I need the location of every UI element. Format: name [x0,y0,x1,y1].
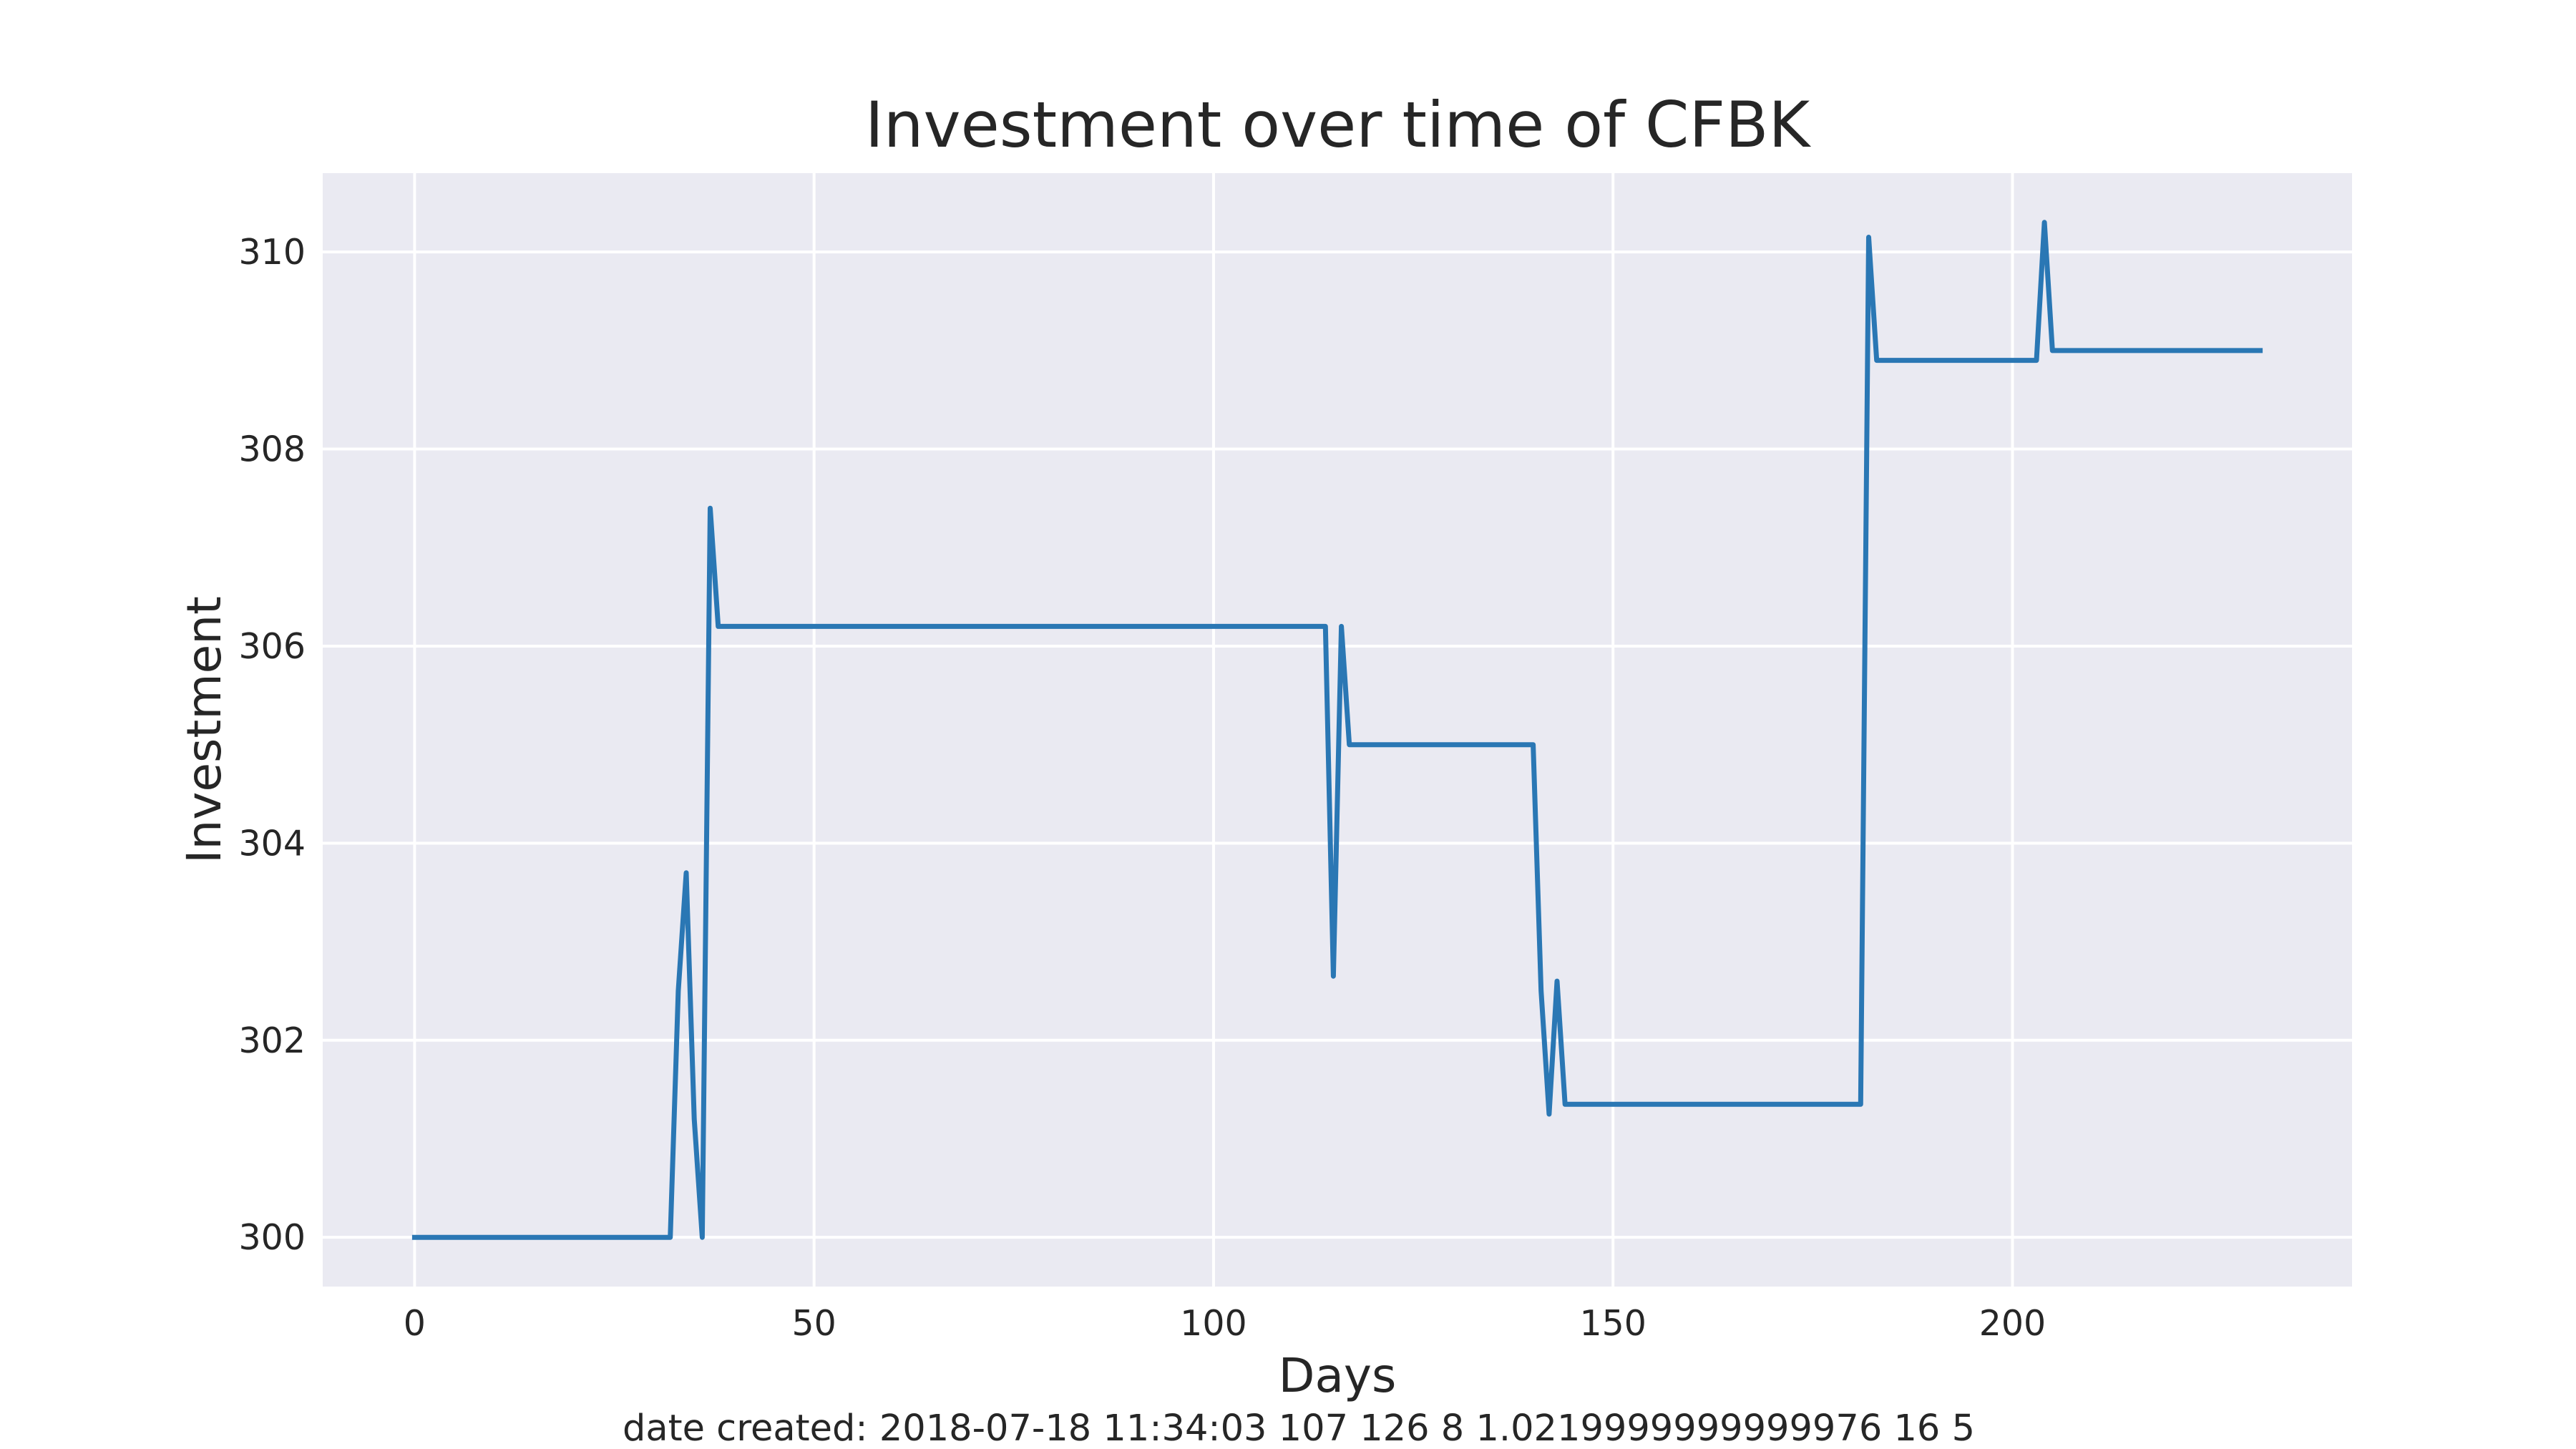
y-tick-label: 302 [238,1020,306,1061]
y-tick-label: 306 [238,626,306,667]
x-tick-label: 50 [791,1303,836,1344]
y-tick-label: 308 [238,429,306,470]
y-tick-label: 300 [238,1217,306,1258]
x-tick-label: 100 [1180,1303,1247,1344]
x-tick-label: 150 [1579,1303,1646,1344]
tick-labels: 0 50 100 150 200 300 302 304 306 308 310 [238,232,2046,1344]
x-tick-label: 0 [404,1303,426,1344]
series-layer [411,220,2263,1240]
x-tick-label: 200 [1979,1303,2046,1344]
y-axis-label: Investment [177,596,232,864]
y-tick-label: 310 [238,232,306,273]
series-line [411,220,2263,1240]
chart-title: Investment over time of CFBK [865,88,1812,162]
date-created-footer: date created: 2018-07-18 11:34:03 107 12… [623,1407,1975,1449]
x-axis-label: Days [1279,1348,1397,1403]
y-tick-label: 304 [238,823,306,864]
